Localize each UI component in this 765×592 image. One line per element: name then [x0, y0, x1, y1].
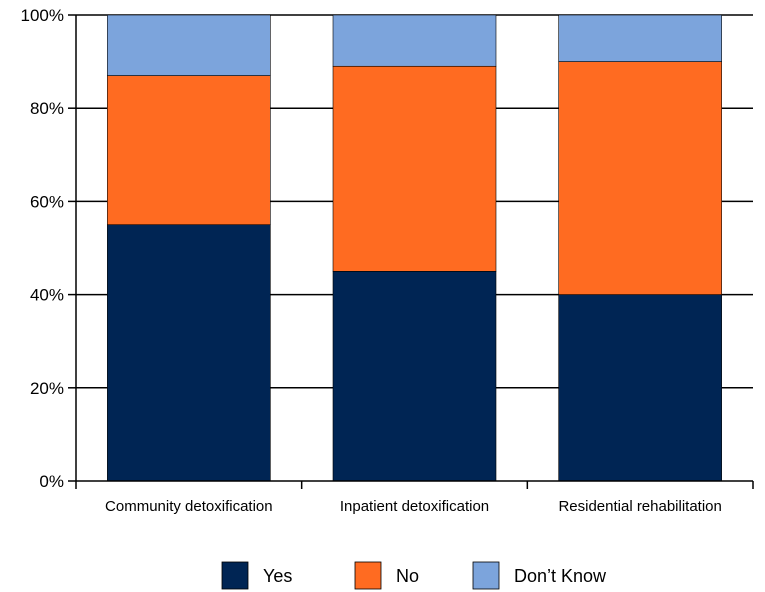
legend-swatch	[221, 561, 249, 590]
bar-segment	[558, 14, 722, 62]
bars	[107, 14, 722, 482]
legend: Yes No Don’t Know	[221, 561, 607, 590]
y-tick-label: 100%	[21, 6, 64, 25]
bar-segment	[332, 14, 497, 67]
bar-segment	[107, 14, 271, 76]
y-tick-label: 0%	[39, 472, 64, 491]
legend-label: Yes	[263, 566, 292, 586]
x-category-label: Residential rehabilitation	[558, 498, 721, 515]
bar-segment	[558, 61, 722, 295]
y-tick-label: 40%	[30, 286, 64, 305]
y-tick-label: 20%	[30, 379, 64, 398]
legend-swatch	[472, 561, 500, 590]
bar-segment	[107, 75, 271, 225]
legend-item: No	[354, 561, 419, 590]
legend-label: Don’t Know	[514, 566, 607, 586]
bar-segment	[332, 270, 497, 482]
axes	[75, 15, 753, 482]
legend-item: Yes	[221, 561, 292, 590]
legend-label: No	[396, 566, 419, 586]
x-category-label: Community detoxification	[105, 498, 273, 515]
bar-segment	[332, 65, 497, 272]
bar-segment	[558, 294, 722, 482]
y-tick-label: 80%	[30, 99, 64, 118]
x-axis-categories: Community detoxification Inpatient detoxi…	[75, 481, 754, 515]
legend-swatch	[354, 561, 382, 590]
x-category-label: Inpatient detoxification	[340, 498, 489, 515]
bar-segment	[107, 224, 271, 482]
legend-item: Don’t Know	[472, 561, 607, 590]
y-tick-label: 60%	[30, 192, 64, 211]
y-axis-ticks: 0% 20% 40% 60% 80% 100%	[21, 6, 76, 491]
